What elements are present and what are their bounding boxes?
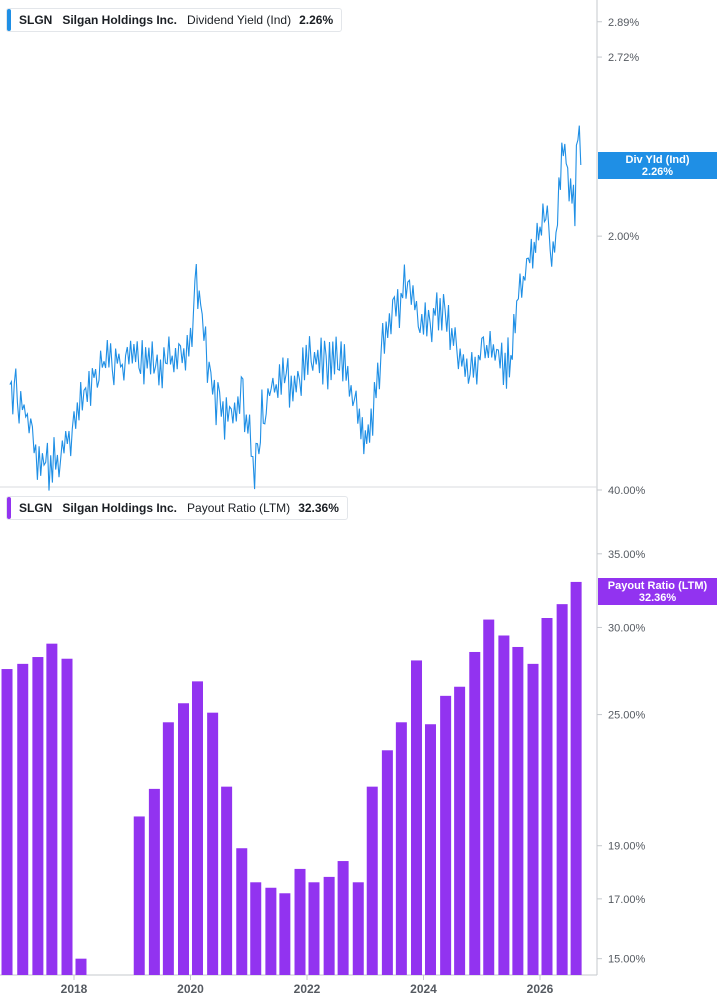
legend-value: 2.26% xyxy=(299,13,334,27)
y-tick-label: 40.00% xyxy=(608,485,646,497)
legend-ticker: SLGN xyxy=(19,501,53,515)
x-tick-label: 2026 xyxy=(527,982,554,996)
payout-ratio-value-tag: Payout Ratio (LTM) 32.36% xyxy=(598,578,717,606)
payout-ratio-bar xyxy=(411,660,423,975)
legend-company: Silgan Holdings Inc. xyxy=(62,13,178,27)
dividend-yield-panel: 2.89% 2.72% 2.00% xyxy=(9,17,639,491)
x-tick-label: 2020 xyxy=(177,982,204,996)
payout-ratio-bar xyxy=(207,712,219,975)
payout-ratio-bar xyxy=(133,816,145,975)
payout-ratio-panel: 40.00% 35.00% 30.00% 25.00% 19.00% 17.00% 15.0… xyxy=(1,485,646,975)
payout-ratio-bar xyxy=(75,958,87,975)
payout-ratio-bar xyxy=(556,604,568,975)
payout-ratio-bar xyxy=(570,581,582,975)
payout-ratio-bar xyxy=(337,861,349,975)
tag-label: Div Yld (Ind) xyxy=(625,153,690,166)
payout-ratio-bar xyxy=(61,658,73,975)
series-color-swatch xyxy=(7,497,11,519)
y-tick-label: 2.72% xyxy=(608,52,639,64)
legend-ticker: SLGN xyxy=(19,13,53,27)
payout-ratio-bar xyxy=(178,703,190,975)
tag-value: 2.26% xyxy=(641,165,674,178)
payout-ratio-bar xyxy=(366,786,378,975)
payout-ratio-bar xyxy=(454,686,466,975)
payout-ratio-bar xyxy=(469,651,481,975)
payout-ratio-bar xyxy=(17,663,29,975)
legend-metric: Payout Ratio (LTM) xyxy=(187,501,291,515)
series-color-swatch xyxy=(7,9,11,31)
payout-ratio-bar xyxy=(512,646,524,975)
y-tick-label: 15.00% xyxy=(608,954,646,966)
x-tick-label: 2024 xyxy=(410,982,437,996)
payout-ratio-bar xyxy=(32,657,44,975)
payout-ratio-bar xyxy=(352,882,364,975)
tag-value: 32.36% xyxy=(638,592,677,605)
payout-ratio-bar xyxy=(46,643,58,975)
payout-ratio-bar xyxy=(162,722,174,975)
y-tick-label: 19.00% xyxy=(608,841,646,853)
y-tick-label: 17.00% xyxy=(608,894,646,906)
payout-ratio-bar xyxy=(221,786,233,975)
tag-label: Payout Ratio (LTM) xyxy=(607,580,708,593)
y-tick-label: 30.00% xyxy=(608,622,646,634)
dividend-yield-series-line xyxy=(9,125,582,491)
legend-value: 32.36% xyxy=(298,501,339,515)
y-tick-label: 25.00% xyxy=(608,710,646,722)
y-tick-label: 2.89% xyxy=(608,17,639,29)
payout-ratio-legend: SLGN Silgan Holdings Inc. Payout Ratio (… xyxy=(6,496,348,520)
dividend-yield-legend: SLGN Silgan Holdings Inc. Dividend Yield… xyxy=(6,8,343,32)
payout-ratio-bar xyxy=(381,750,393,975)
x-axis: 2018 2020 2022 2024 2026 xyxy=(61,975,554,996)
payout-ratio-bar xyxy=(483,619,495,975)
payout-ratio-bar xyxy=(440,695,452,975)
payout-ratio-bar xyxy=(424,724,436,975)
payout-ratio-bar xyxy=(541,618,553,975)
payout-ratio-bar xyxy=(323,876,335,975)
y-tick-label: 35.00% xyxy=(608,549,646,561)
payout-ratio-bar xyxy=(527,663,539,975)
payout-ratio-bar xyxy=(498,635,510,975)
payout-ratio-bar xyxy=(308,882,320,975)
x-tick-label: 2018 xyxy=(61,982,88,996)
y-tick-label: 2.00% xyxy=(608,231,639,243)
payout-ratio-bar xyxy=(191,681,203,975)
legend-metric: Dividend Yield (Ind) xyxy=(187,13,292,27)
payout-ratio-bar xyxy=(250,882,262,975)
dividend-yield-value-tag: Div Yld (Ind) 2.26% xyxy=(598,151,717,179)
payout-ratio-bar xyxy=(1,669,13,975)
x-tick-label: 2022 xyxy=(294,982,321,996)
payout-ratio-bar xyxy=(265,887,277,975)
legend-company: Silgan Holdings Inc. xyxy=(62,501,178,515)
payout-ratio-bar xyxy=(148,788,160,975)
payout-ratio-bar xyxy=(395,722,407,975)
payout-ratio-bar xyxy=(236,848,248,975)
payout-ratio-bar xyxy=(279,893,291,975)
payout-ratio-bar xyxy=(294,868,306,975)
